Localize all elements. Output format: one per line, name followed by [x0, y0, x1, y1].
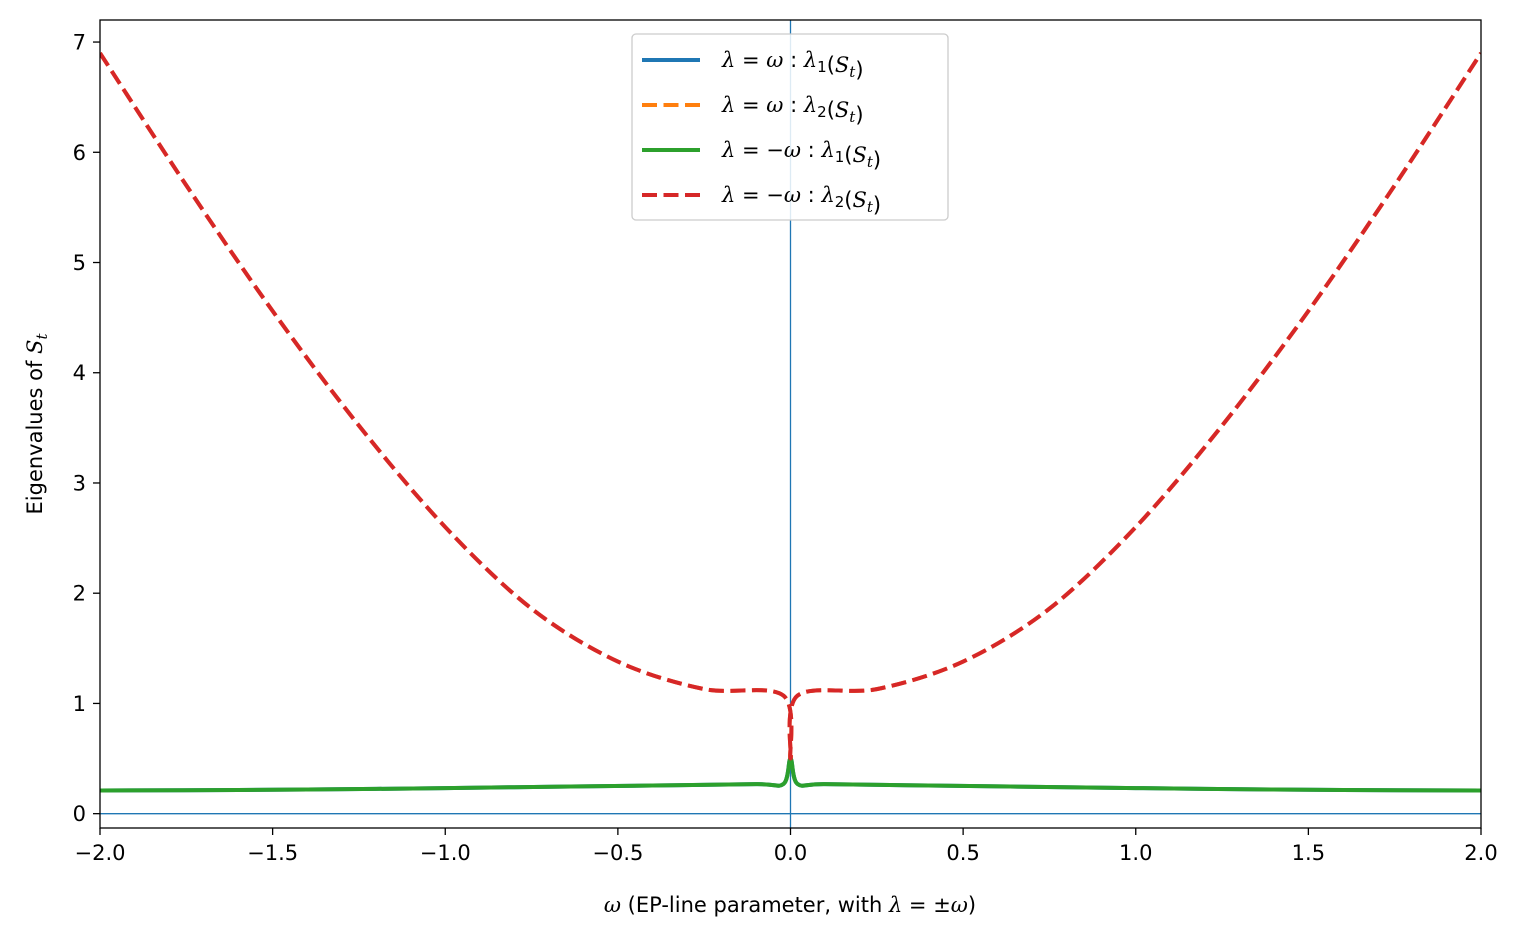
x-tick-label: −1.0 [420, 841, 471, 865]
x-label-lambda: λ [888, 893, 902, 917]
y-axis: 0 1 2 3 4 5 6 7 [73, 31, 100, 826]
legend-part-paren_close: ) [873, 193, 881, 217]
legend-part-ev: λ [820, 183, 834, 207]
y-tick-label: 0 [73, 802, 86, 826]
legend-part-sign: − [766, 138, 784, 162]
series-layer [100, 51, 1481, 793]
legend-part-ev: λ [803, 93, 817, 117]
legend-part-lhs: λ [721, 138, 735, 162]
legend-part-paren_open: ( [844, 143, 852, 167]
legend-part-S: S [835, 53, 849, 77]
series-line-4 [100, 51, 1481, 761]
legend-part-lhs: λ [721, 183, 735, 207]
y-label-sub: t [33, 333, 51, 340]
y-tick-label: 6 [73, 141, 86, 165]
legend-part-sub: t [849, 63, 856, 81]
y-tick-label: 4 [73, 361, 86, 385]
legend-label-1: λ = ω : λ1(St) [721, 48, 864, 82]
x-tick-label: 0.0 [774, 841, 807, 865]
legend-label-3: λ = −ω : λ1(St) [721, 138, 881, 172]
y-label-text: Eigenvalues of [23, 354, 47, 515]
x-tick-label: 1.0 [1119, 841, 1152, 865]
legend-part-paren_open: ( [827, 53, 835, 77]
legend: λ = ω : λ1(St)λ = ω : λ2(St)λ = −ω : λ1(… [631, 33, 949, 221]
x-label-close: ) [968, 893, 976, 917]
x-tick-label: −1.5 [247, 841, 298, 865]
x-label-rel: = ± [902, 893, 951, 917]
legend-part-idx: 1 [835, 148, 845, 166]
x-label-omega2: ω [951, 893, 968, 917]
legend-part-paren_open: ( [844, 188, 852, 212]
legend-part-var: ω [766, 48, 783, 72]
x-axis-label: ω (EP-line parameter, with λ = ±ω) [604, 893, 976, 917]
x-tick-label: −0.5 [592, 841, 643, 865]
legend-part-var: ω [766, 93, 783, 117]
legend-part-colon: : [801, 183, 821, 207]
legend-part-idx: 2 [835, 193, 845, 211]
legend-part-S: S [835, 98, 849, 122]
legend-part-paren_open: ( [827, 98, 835, 122]
legend-box [631, 33, 949, 221]
legend-part-ev: λ [803, 48, 817, 72]
legend-part-sign: − [766, 183, 784, 207]
legend-part-var: ω [784, 183, 801, 207]
legend-label-4: λ = −ω : λ2(St) [721, 183, 881, 217]
legend-part-idx: 2 [817, 103, 827, 121]
legend-part-op: = [735, 138, 766, 162]
legend-part-colon: : [783, 48, 803, 72]
x-tick-label: 0.5 [946, 841, 979, 865]
legend-part-var: ω [784, 138, 801, 162]
legend-label-2: λ = ω : λ2(St) [721, 93, 864, 127]
x-axis: −2.0 −1.5 −1.0 −0.5 0.0 0.5 1.0 1.5 2.0 [75, 828, 1498, 865]
y-tick-label: 5 [73, 251, 86, 275]
legend-part-colon: : [801, 138, 821, 162]
legend-part-sub: t [867, 153, 874, 171]
legend-part-sub: t [849, 108, 856, 126]
y-tick-label: 7 [73, 31, 86, 55]
x-label-text: (EP-line parameter, with [621, 893, 889, 917]
y-tick-label: 1 [73, 692, 86, 716]
legend-part-paren_close: ) [855, 58, 863, 82]
x-tick-label: 2.0 [1464, 841, 1497, 865]
y-axis-label: Eigenvalues of St [23, 333, 51, 515]
legend-part-S: S [853, 188, 867, 212]
legend-part-op: = [735, 48, 766, 72]
legend-part-S: S [853, 143, 867, 167]
legend-part-idx: 1 [817, 58, 827, 76]
legend-part-op: = [735, 93, 766, 117]
legend-part-op: = [735, 183, 766, 207]
legend-part-paren_close: ) [855, 103, 863, 127]
y-tick-label: 3 [73, 471, 86, 495]
legend-part-paren_close: ) [873, 148, 881, 172]
plot-area [99, 19, 1482, 829]
legend-part-lhs: λ [721, 93, 735, 117]
y-tick-label: 2 [73, 582, 86, 606]
x-label-omega: ω [604, 893, 621, 917]
y-label-S: S [23, 340, 47, 354]
x-tick-label: −2.0 [75, 841, 126, 865]
legend-part-colon: : [783, 93, 803, 117]
legend-part-lhs: λ [721, 48, 735, 72]
x-tick-label: 1.5 [1292, 841, 1325, 865]
legend-part-sub: t [867, 198, 874, 216]
legend-part-ev: λ [820, 138, 834, 162]
